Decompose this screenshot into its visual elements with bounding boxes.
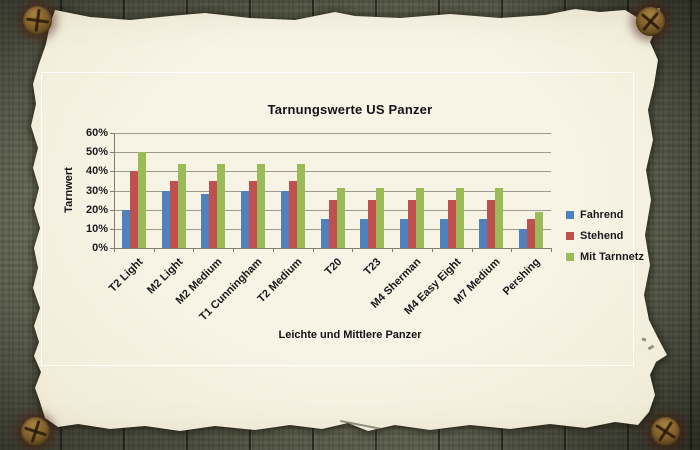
torn-debris — [340, 420, 382, 430]
bar — [487, 200, 496, 248]
bar — [455, 188, 464, 248]
x-axis-tick — [233, 248, 235, 252]
bar — [415, 188, 424, 248]
legend-label: Fahrend — [580, 208, 624, 221]
legend-item: Stehend — [566, 225, 644, 246]
y-axis-tick — [110, 133, 114, 134]
x-axis-tick — [153, 248, 155, 252]
legend-swatch-icon — [566, 252, 574, 261]
bar — [241, 190, 250, 248]
bar — [479, 219, 488, 248]
legend-item: Mit Tarnnetz — [566, 246, 644, 267]
gridline — [114, 190, 551, 192]
y-axis-tick — [110, 248, 114, 249]
bar — [257, 164, 266, 248]
bar — [399, 219, 408, 248]
legend-swatch-icon — [566, 231, 574, 240]
legend-label: Stehend — [580, 229, 624, 242]
x-axis-tick — [511, 248, 513, 252]
bar — [336, 188, 345, 248]
bar — [296, 164, 305, 248]
x-axis-title: Leichte und Mittlere Panzer — [278, 329, 422, 341]
bar — [129, 171, 138, 248]
y-tick-label: 60% — [85, 127, 108, 139]
bar — [376, 188, 385, 248]
x-axis-tick — [471, 248, 473, 252]
bar — [249, 180, 258, 248]
bar — [217, 164, 226, 248]
bar — [360, 219, 369, 248]
y-tick-label: 50% — [85, 146, 108, 159]
x-axis-line — [114, 248, 551, 249]
bar — [280, 190, 289, 248]
bar — [368, 200, 377, 248]
bar — [320, 219, 329, 248]
y-tick-label: 0% — [92, 242, 108, 254]
bar — [527, 219, 536, 248]
bar — [169, 180, 178, 248]
legend-label: Mit Tarnnetz — [580, 250, 644, 263]
y-tick-label: 40% — [85, 165, 108, 178]
torn-debris — [641, 337, 647, 342]
chart-frame — [41, 72, 634, 366]
bar — [407, 200, 416, 248]
y-axis-tick — [110, 171, 114, 173]
y-axis-tick — [110, 209, 114, 211]
bar — [328, 200, 337, 248]
bar — [161, 190, 170, 248]
y-tick-label: 30% — [85, 184, 108, 197]
gridline — [114, 133, 551, 134]
legend-item: Fahrend — [566, 204, 644, 225]
x-axis-tick — [193, 248, 195, 252]
gridline — [114, 152, 551, 154]
bar — [447, 200, 456, 248]
legend-swatch-icon — [566, 210, 574, 219]
y-tick-label: 20% — [85, 203, 108, 216]
bar — [121, 209, 130, 248]
bar — [209, 180, 218, 248]
gridline — [114, 171, 551, 173]
chart-title: Tarnungswerte US Panzer — [267, 102, 433, 117]
bar — [201, 194, 210, 248]
bar — [137, 152, 146, 248]
y-axis-tick — [110, 228, 114, 230]
bar — [439, 219, 448, 248]
x-axis-tick — [551, 248, 552, 252]
x-axis-tick — [272, 248, 274, 252]
bar — [177, 164, 186, 248]
bar — [495, 188, 504, 248]
bar — [519, 228, 528, 248]
y-axis-tick — [110, 152, 114, 154]
bar — [535, 212, 544, 248]
y-tick-label: 10% — [85, 222, 108, 235]
y-axis-line — [114, 133, 115, 248]
x-axis-tick — [431, 248, 433, 252]
legend: Fahrend Stehend Mit Tarnnetz — [566, 204, 644, 267]
x-axis-tick — [392, 248, 394, 252]
bar — [288, 180, 297, 248]
y-axis-tick — [110, 190, 114, 192]
x-axis-tick — [352, 248, 354, 252]
x-axis-tick — [114, 248, 115, 252]
torn-debris — [647, 344, 655, 351]
x-axis-tick — [312, 248, 314, 252]
